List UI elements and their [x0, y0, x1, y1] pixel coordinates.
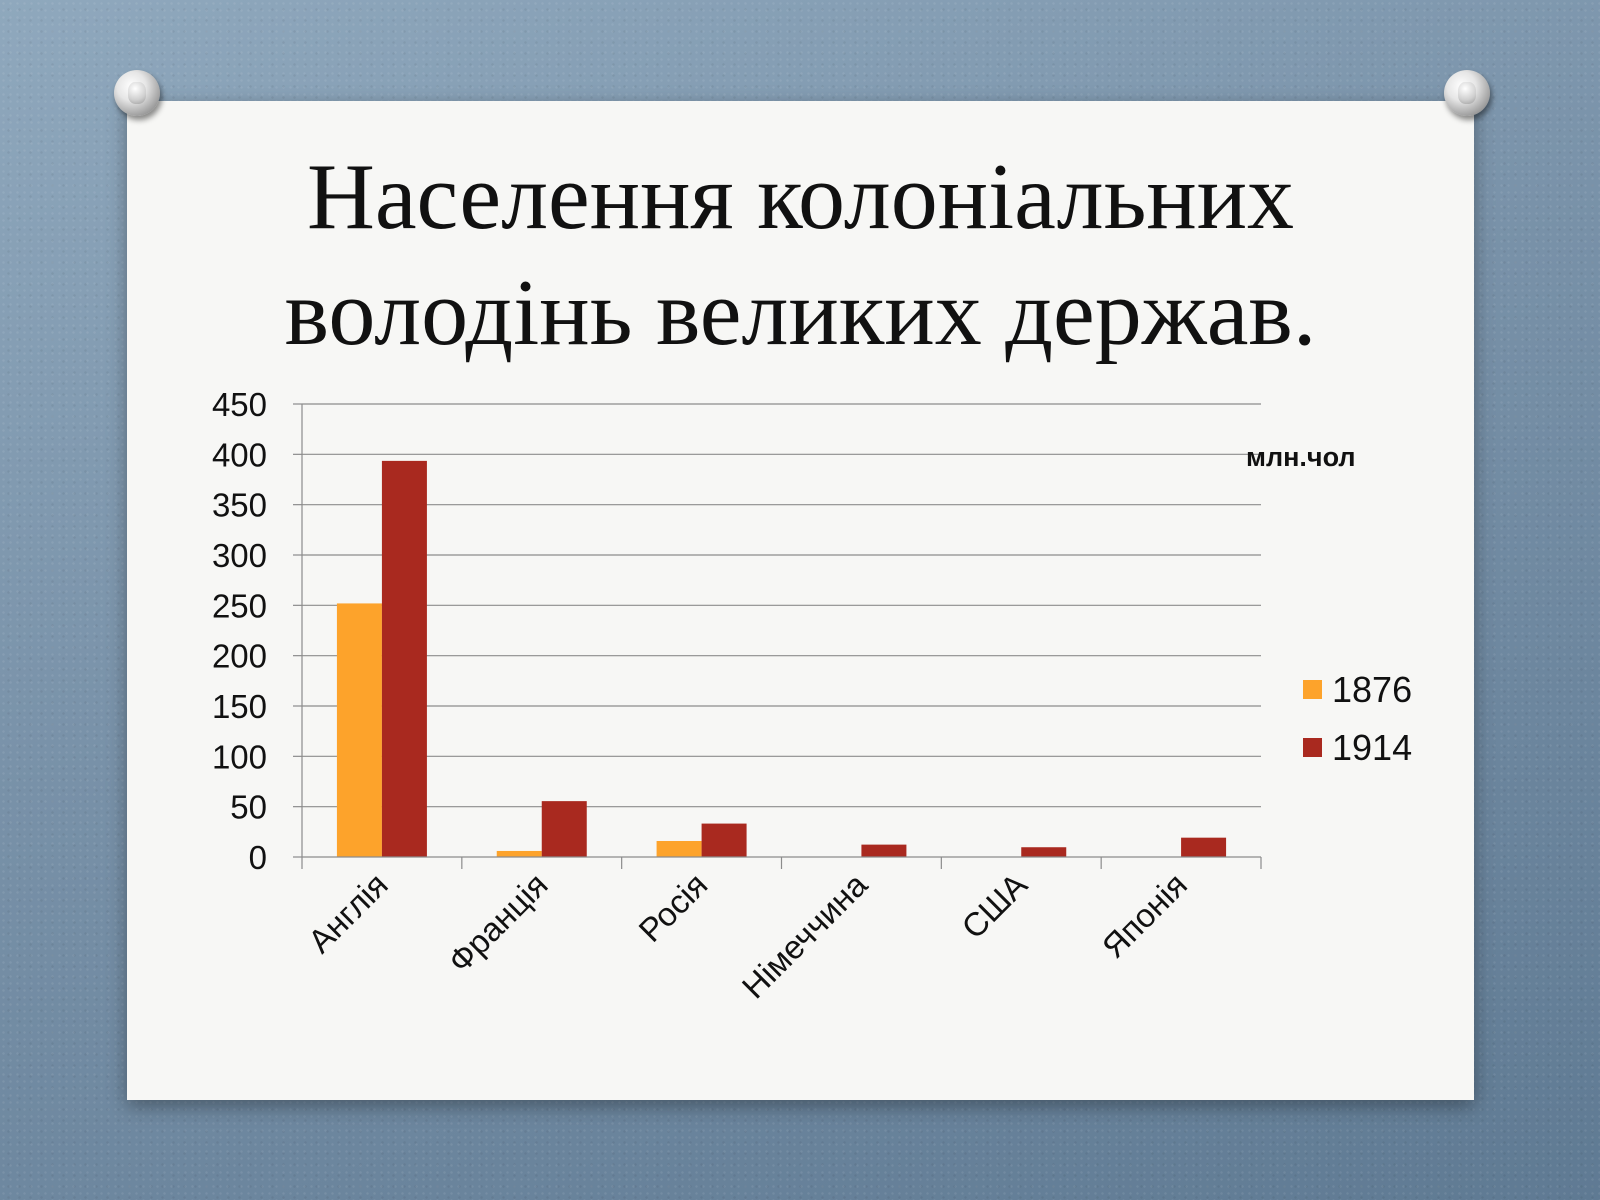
legend-label-1876: 1876	[1332, 669, 1412, 710]
pushpin-right-icon	[1444, 70, 1490, 116]
bar-1876-0	[336, 603, 382, 857]
y-tick-label: 250	[212, 587, 267, 624]
x-tick-label: Росія	[631, 866, 714, 949]
legend-swatch-1914	[1303, 738, 1322, 757]
legend-label-1914: 1914	[1332, 727, 1412, 768]
y-tick-label: 50	[230, 789, 267, 826]
x-tick-label: Англія	[301, 866, 395, 960]
bar-1876-2	[656, 840, 702, 857]
y-tick-label: 400	[212, 436, 267, 473]
y-tick-label: 350	[212, 487, 267, 524]
bar-1914-2	[701, 823, 747, 857]
y-tick-label: 300	[212, 537, 267, 574]
title-line-2: володінь великих держав.	[284, 261, 1317, 365]
bar-1914-0	[381, 460, 427, 857]
x-tick-label: США	[954, 866, 1034, 946]
legend-swatch-1876	[1303, 680, 1322, 699]
y-tick-label: 450	[212, 386, 267, 423]
legend: 1876 1914	[1303, 669, 1412, 768]
slide-title: Населення колоніальних володінь великих …	[127, 139, 1474, 371]
x-tick-label: Франція	[441, 866, 555, 980]
bar-1876-1	[496, 850, 542, 857]
bar-1914-3	[861, 844, 907, 857]
y-tick-label: 100	[212, 738, 267, 775]
y-tick-label: 150	[212, 688, 267, 725]
bar-1914-5	[1181, 837, 1227, 857]
x-tick-label: Німеччина	[735, 865, 875, 1005]
title-line-1: Населення колоніальних	[306, 145, 1295, 249]
slide-card: Населення колоніальних володінь великих …	[127, 101, 1474, 1100]
bar-1914-1	[541, 801, 587, 857]
pushpin-left-icon	[114, 70, 160, 116]
unit-label: млн.чол	[1246, 442, 1356, 472]
bars	[336, 460, 1227, 857]
gridlines	[302, 403, 1261, 808]
bar-1914-4	[1021, 847, 1067, 857]
x-tick-label: Японія	[1095, 866, 1194, 965]
y-tick-label: 0	[249, 839, 267, 876]
y-tick-label: 200	[212, 638, 267, 675]
